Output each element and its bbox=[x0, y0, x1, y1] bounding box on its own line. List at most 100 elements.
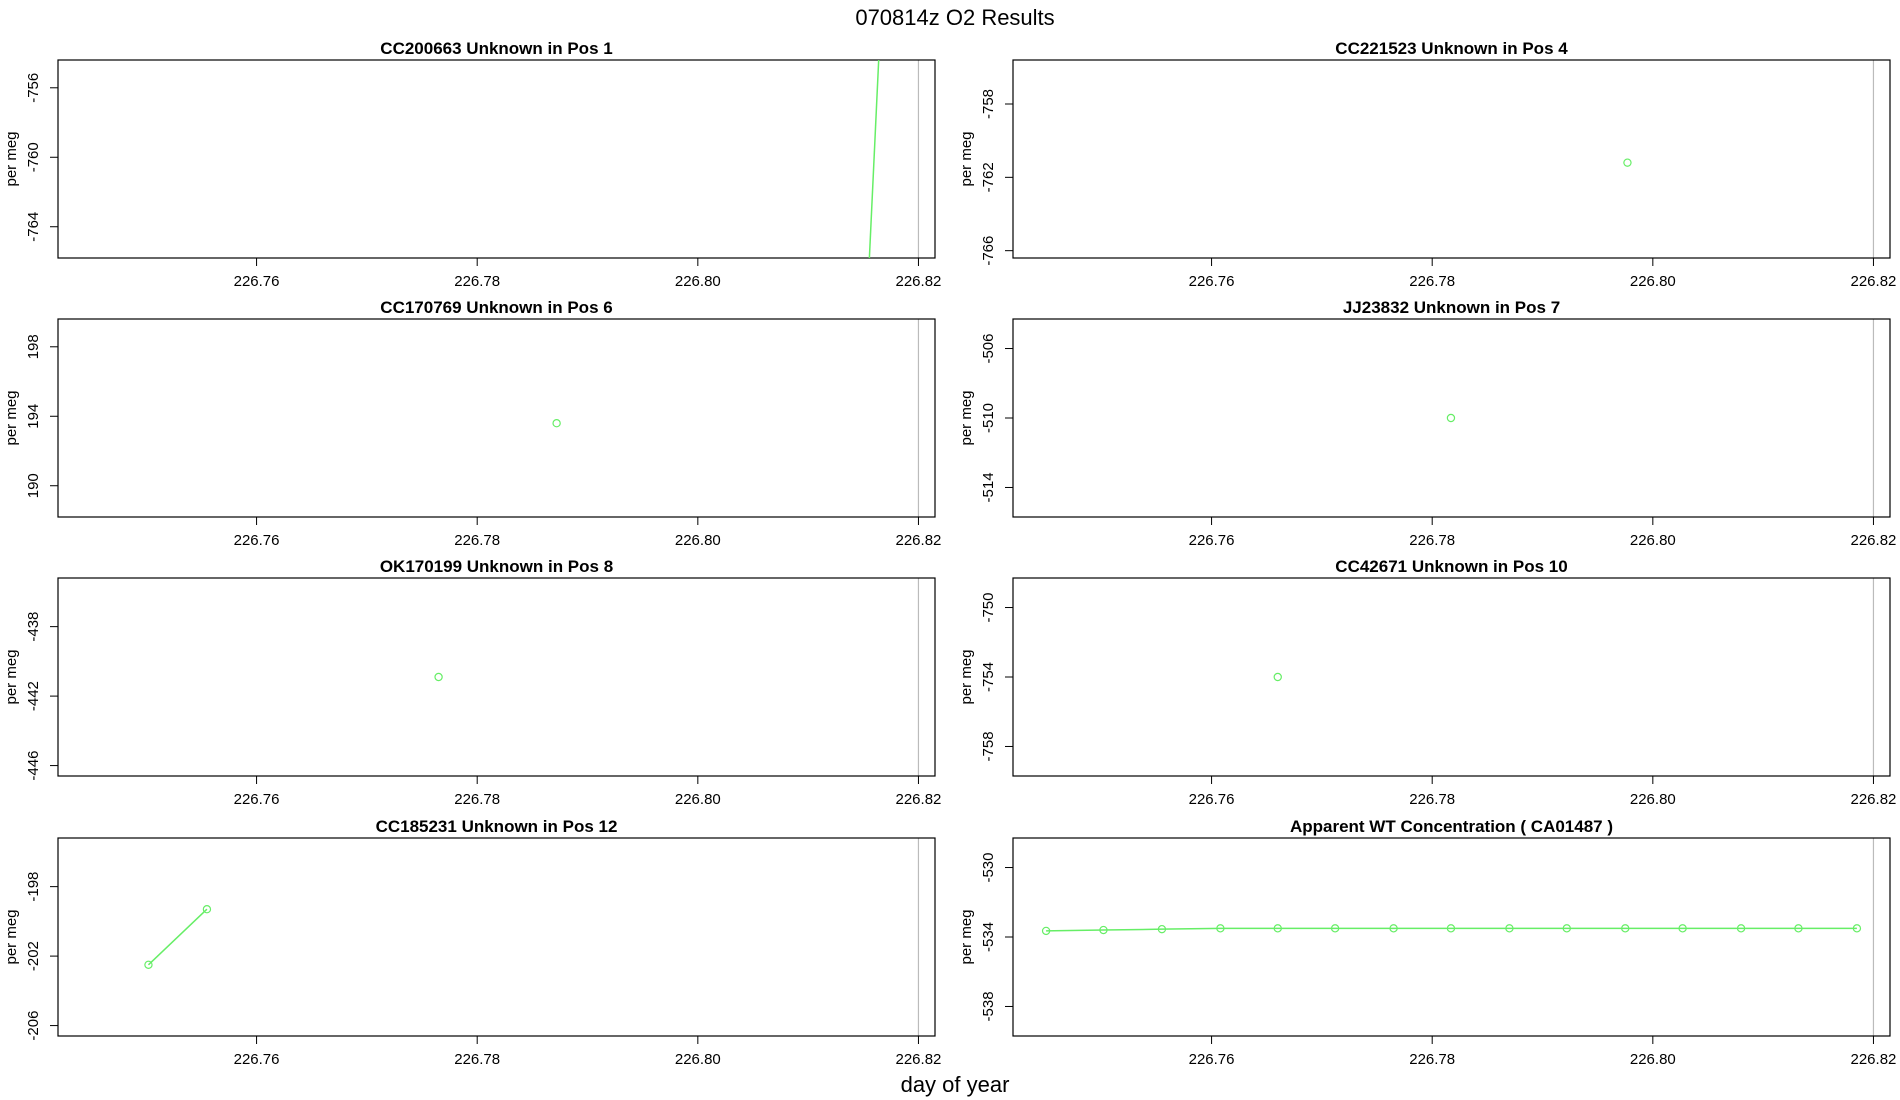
data-point bbox=[1562, 924, 1571, 933]
x-tick-label: 226.78 bbox=[454, 1051, 500, 1068]
series-line bbox=[147, 908, 208, 966]
x-tick-label: 226.82 bbox=[1851, 532, 1897, 549]
x-tick-label: 226.78 bbox=[1409, 791, 1455, 808]
y-tick-label: -438 bbox=[25, 612, 42, 642]
y-tick-label: -530 bbox=[980, 853, 997, 883]
y-tick-label: -206 bbox=[25, 1011, 42, 1041]
y-tick-label: -506 bbox=[980, 334, 997, 364]
panel-title: JJ23832 Unknown in Pos 7 bbox=[1343, 298, 1560, 317]
x-tick-label: 226.80 bbox=[675, 273, 721, 290]
data-point bbox=[1621, 924, 1630, 933]
data-point bbox=[1216, 924, 1225, 933]
y-tick-label: 194 bbox=[25, 404, 42, 429]
x-tick-label: 226.82 bbox=[1851, 1051, 1897, 1068]
y-tick-label: -534 bbox=[980, 922, 997, 952]
x-tick-label: 226.82 bbox=[896, 532, 942, 549]
y-tick-label: -510 bbox=[980, 403, 997, 433]
x-tick-label: 226.82 bbox=[896, 791, 942, 808]
data-point bbox=[1794, 924, 1803, 933]
data-point bbox=[1273, 672, 1282, 682]
x-tick-label: 226.76 bbox=[234, 1051, 280, 1068]
data-point bbox=[1736, 924, 1746, 933]
data-point bbox=[1099, 925, 1108, 935]
data-point bbox=[1623, 158, 1632, 167]
panel-title: CC221523 Unknown in Pos 4 bbox=[1335, 39, 1568, 58]
plot-frame bbox=[1012, 59, 1891, 259]
plot-frame bbox=[57, 837, 936, 1037]
panel-title: CC42671 Unknown in Pos 10 bbox=[1335, 557, 1567, 576]
data-point bbox=[1446, 413, 1456, 423]
data-point bbox=[1389, 924, 1398, 933]
y-tick-label: -514 bbox=[980, 472, 997, 502]
panel-4: JJ23832 Unknown in Pos 7 226.76 226.78 226.… bbox=[958, 298, 1896, 549]
y-tick-label: -758 bbox=[980, 89, 997, 119]
data-layer bbox=[1623, 158, 1632, 167]
panel-title: OK170199 Unknown in Pos 8 bbox=[380, 557, 613, 576]
plot-frame bbox=[1012, 837, 1891, 1037]
y-tick-label: -756 bbox=[25, 73, 42, 103]
x-tick-label: 226.82 bbox=[896, 1051, 942, 1068]
x-tick-label: 226.82 bbox=[1851, 791, 1897, 808]
x-axis-label: day of year bbox=[901, 1072, 1010, 1097]
y-axis-label: per meg bbox=[3, 909, 20, 964]
panel-1: CC200663 Unknown in Pos 1 226.76 226.78 226… bbox=[3, 39, 941, 290]
data-point bbox=[1041, 926, 1051, 936]
panel-3: CC170769 Unknown in Pos 6 226.76 226.78 226… bbox=[3, 298, 941, 549]
x-tick-label: 226.82 bbox=[1851, 273, 1897, 290]
plot-frame bbox=[1012, 577, 1891, 777]
series-line bbox=[1046, 927, 1857, 932]
x-tick-label: 226.76 bbox=[234, 273, 280, 290]
panel-7: CC185231 Unknown in Pos 12 226.76 226.78 22… bbox=[3, 817, 941, 1068]
plot-frame bbox=[57, 577, 936, 777]
data-layer bbox=[144, 905, 212, 969]
y-tick-label: -538 bbox=[980, 991, 997, 1021]
panel-title: CC170769 Unknown in Pos 6 bbox=[380, 298, 612, 317]
x-tick-label: 226.76 bbox=[1189, 1051, 1235, 1068]
data-point bbox=[552, 419, 561, 428]
y-axis-label: per meg bbox=[958, 390, 975, 445]
x-tick-label: 226.80 bbox=[675, 1051, 721, 1068]
panel-5: OK170199 Unknown in Pos 8 226.76 226.78 226… bbox=[3, 557, 941, 808]
x-tick-label: 226.80 bbox=[1630, 791, 1676, 808]
x-tick-label: 226.78 bbox=[454, 532, 500, 549]
data-point bbox=[1852, 924, 1862, 933]
y-tick-label: -446 bbox=[25, 751, 42, 781]
x-tick-label: 226.76 bbox=[1189, 791, 1235, 808]
data-point bbox=[434, 672, 443, 682]
y-axis-label: per meg bbox=[3, 649, 20, 704]
y-tick-label: -766 bbox=[980, 236, 997, 266]
figure-title: 070814z O2 Results bbox=[855, 5, 1054, 30]
panel-2: CC221523 Unknown in Pos 4 226.76 226.78 226… bbox=[958, 39, 1896, 290]
panel-8: Apparent WT Concentration ( CA01487 ) 226… bbox=[958, 817, 1896, 1068]
plot-frame bbox=[1012, 318, 1891, 518]
data-point bbox=[1330, 924, 1340, 933]
data-layer bbox=[552, 419, 561, 428]
x-tick-label: 226.76 bbox=[1189, 273, 1235, 290]
data-point bbox=[1678, 924, 1687, 933]
y-axis-label: per meg bbox=[958, 131, 975, 186]
plot-frame bbox=[57, 59, 936, 259]
x-tick-label: 226.76 bbox=[234, 791, 280, 808]
data-layer bbox=[434, 672, 443, 682]
x-tick-label: 226.80 bbox=[675, 532, 721, 549]
panel-title: Apparent WT Concentration ( CA01487 ) bbox=[1290, 817, 1613, 836]
plot-frame bbox=[57, 318, 936, 518]
y-axis-label: per meg bbox=[3, 390, 20, 445]
data-layer bbox=[1446, 413, 1456, 423]
x-tick-label: 226.78 bbox=[1409, 1051, 1455, 1068]
y-tick-label: -442 bbox=[25, 681, 42, 711]
y-tick-label: -754 bbox=[980, 662, 997, 692]
data-layer bbox=[1273, 672, 1282, 682]
x-tick-label: 226.80 bbox=[675, 791, 721, 808]
x-tick-label: 226.76 bbox=[1189, 532, 1235, 549]
data-point bbox=[1505, 924, 1514, 933]
y-tick-label: -760 bbox=[25, 142, 42, 172]
x-tick-label: 226.78 bbox=[454, 791, 500, 808]
y-tick-label: 198 bbox=[25, 334, 42, 359]
x-tick-label: 226.80 bbox=[1630, 532, 1676, 549]
x-tick-label: 226.78 bbox=[1409, 532, 1455, 549]
data-point bbox=[1446, 924, 1456, 933]
panel-6: CC42671 Unknown in Pos 10 226.76 226.78 226… bbox=[958, 557, 1896, 808]
y-axis-label: per meg bbox=[958, 909, 975, 964]
